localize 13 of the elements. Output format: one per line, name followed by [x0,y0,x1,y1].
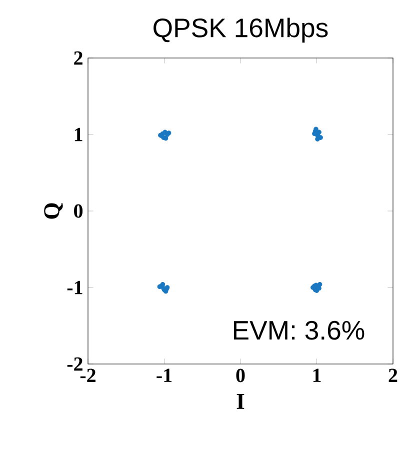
x-axis-title: I [236,394,244,409]
y-tick-label: 0 [74,204,83,218]
y-tick-label: 1 [74,128,82,142]
y-tick-label: 2 [74,51,82,65]
chart-title: QPSK 16Mbps [154,18,328,43]
y-axis-title: Q [44,203,63,219]
y-tick-label: -2 [67,357,82,371]
x-tick-label: 2 [388,368,398,382]
y-tick-label: -1 [67,280,82,294]
annotation: EVM: 3.6% [234,320,364,340]
x-tick-label: 1 [313,368,321,382]
x-tick-label: -1 [156,368,172,382]
x-tick-label: 0 [236,368,245,382]
